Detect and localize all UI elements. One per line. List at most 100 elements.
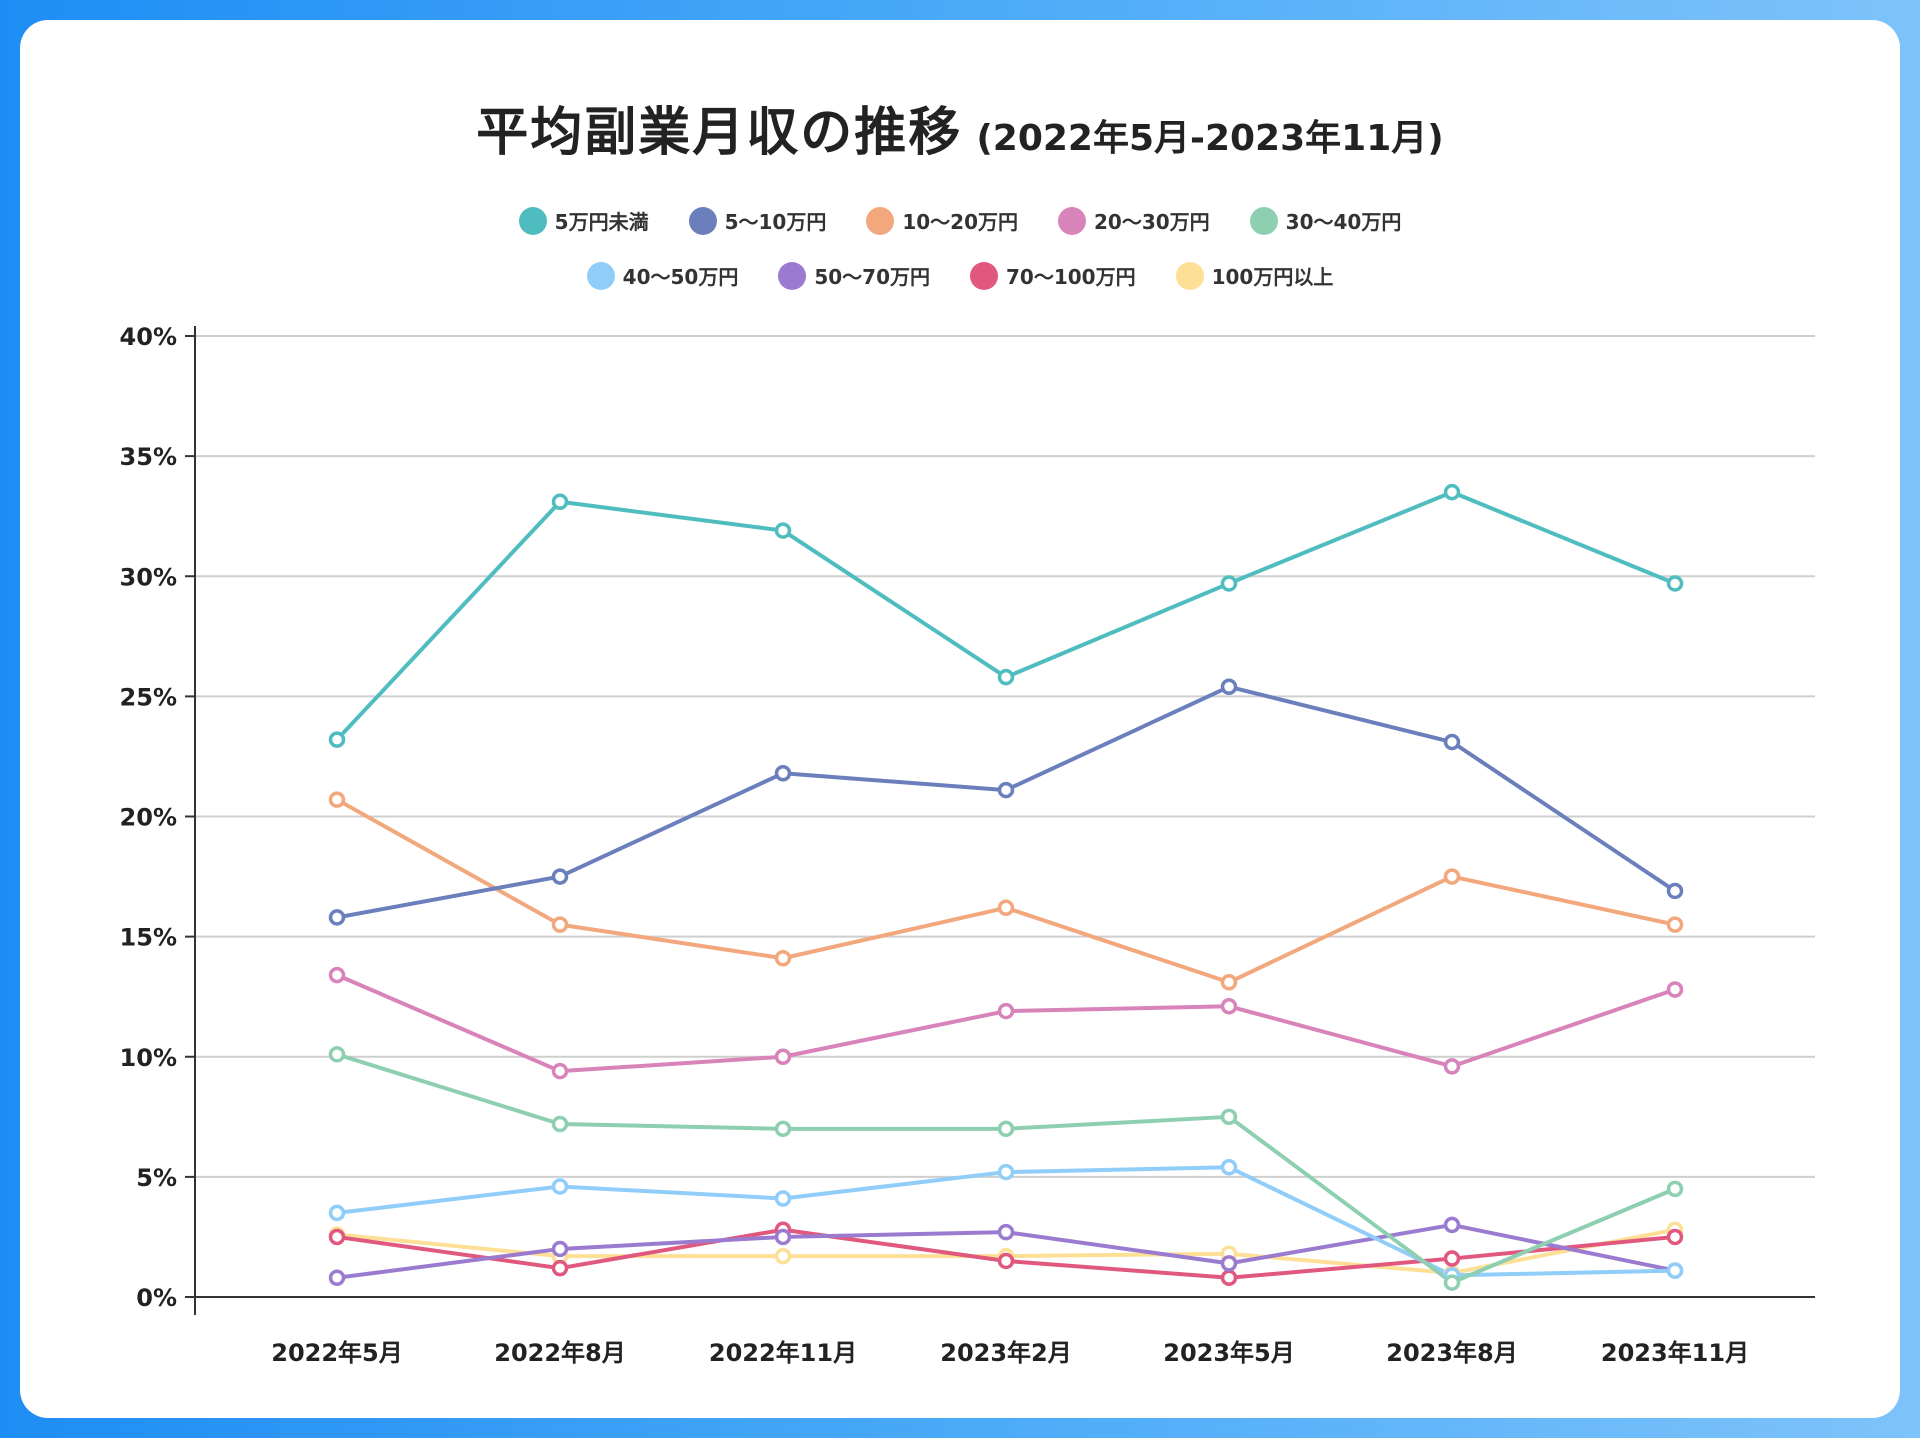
legend-label: 100万円以上 [1211,265,1334,289]
data-point [328,1204,346,1222]
series-line [335,490,1676,741]
data-point [997,899,1015,917]
data-point [997,1252,1015,1270]
data-point [328,966,346,984]
legend-swatch [1249,206,1278,235]
data-point [1666,981,1684,998]
x-tick-label: 2022年11月 [709,1339,857,1367]
legend-label: 5〜10万円 [724,210,827,234]
legend-item[interactable]: 50〜70万円 [778,261,930,290]
legend-row-1: 5万円未満 5〜10万円 10〜20万円 20〜30万円 30〜40万円 [20,206,1900,235]
data-point [1443,1058,1461,1075]
data-point [1666,916,1684,933]
data-point [774,1247,792,1265]
legend-swatch [688,206,717,235]
data-point [328,1046,346,1063]
data-point [1220,1108,1238,1126]
data-point [1443,1250,1461,1267]
data-point [1443,868,1461,885]
y-tick-label: 30% [120,563,177,591]
x-tick-label: 2023年8月 [1386,1339,1518,1367]
x-tick-label: 2023年5月 [1163,1339,1295,1367]
legend-label: 30〜40万円 [1285,210,1402,234]
data-point [1220,974,1238,991]
data-point [997,1163,1015,1181]
data-point [551,868,569,885]
chart-title-block: 平均副業月収の推移 (2022年5月-2023年11月) [20,90,1900,165]
legend-swatch [1175,261,1204,290]
data-point [1220,678,1238,696]
legend-label: 70〜100万円 [1006,265,1136,289]
legend-swatch [518,206,547,235]
data-point [1666,1180,1684,1198]
legend-item[interactable]: 10〜20万円 [866,206,1018,235]
legend-swatch [970,261,998,290]
data-point [1666,882,1684,900]
legend-swatch [778,261,807,290]
legend-label: 10〜20万円 [902,210,1018,234]
data-point [1220,1269,1238,1287]
x-tick-label: 2023年2月 [940,1339,1072,1367]
chart-title: 平均副業月収の推移 [476,103,963,163]
data-point [1220,998,1238,1015]
data-point [997,1002,1015,1020]
data-point [551,1115,569,1133]
chart-card: 平均副業月収の推移 (2022年5月-2023年11月) 5万円未満 5〜10万円… [20,20,1900,1418]
y-tick-label: 5% [136,1164,177,1192]
y-tick-label: 10% [120,1044,177,1072]
legend-item[interactable]: 5〜10万円 [688,206,827,235]
legend-row-2: 40〜50万円 50〜70万円 70〜100万円 100万円以上 [20,261,1900,290]
data-point [997,1120,1015,1138]
legend-label: 20〜30万円 [1094,210,1210,234]
x-tick-label: 2022年5月 [271,1339,403,1367]
data-point [997,668,1015,686]
x-tick-label: 2023年11月 [1601,1339,1749,1367]
data-point [997,1223,1015,1241]
y-tick-label: 35% [120,443,177,471]
data-point [1666,1228,1684,1246]
legend-swatch [866,206,895,235]
data-point [774,522,792,539]
data-point [1443,733,1461,751]
data-point [774,1120,792,1138]
y-tick-label: 0% [136,1284,177,1312]
series-line [336,797,1676,985]
legend-item[interactable]: 40〜50万円 [586,261,739,290]
data-point [328,1269,346,1287]
data-point [774,1048,792,1065]
data-point [1220,575,1238,592]
data-point [1666,1262,1684,1279]
y-tick-label: 40% [120,323,177,351]
legend-item[interactable]: 100万円以上 [1175,261,1334,290]
data-point [1443,1274,1461,1291]
legend-swatch [586,261,615,290]
data-point [551,916,569,933]
data-point [997,781,1015,799]
data-point [551,1240,569,1258]
data-point [551,493,569,511]
y-tick-label: 25% [120,683,177,711]
legend-label: 40〜50万円 [622,265,739,289]
data-point [774,1190,792,1207]
data-point [328,1228,346,1246]
legend-label: 50〜70万円 [814,265,930,289]
legend-item[interactable]: 70〜100万円 [970,261,1136,290]
data-point [551,1178,569,1195]
legend-item[interactable]: 30〜40万円 [1249,206,1402,235]
data-point [551,1259,569,1277]
legend-item[interactable]: 5万円未満 [518,206,649,235]
data-point [774,1228,792,1246]
y-tick-label: 20% [120,804,177,832]
data-point [328,909,346,926]
y-tick-label: 15% [120,924,177,952]
data-point [1220,1255,1238,1272]
data-point [774,949,792,967]
data-point [774,765,792,782]
legend-label: 5万円未満 [554,210,649,234]
data-point [1443,1216,1461,1234]
data-point [1443,483,1461,501]
legend-item[interactable]: 20〜30万円 [1058,206,1210,235]
chart-subtitle: (2022年5月-2023年11月) [976,118,1444,159]
x-tick-label: 2022年8月 [494,1339,626,1367]
data-point [328,791,346,808]
